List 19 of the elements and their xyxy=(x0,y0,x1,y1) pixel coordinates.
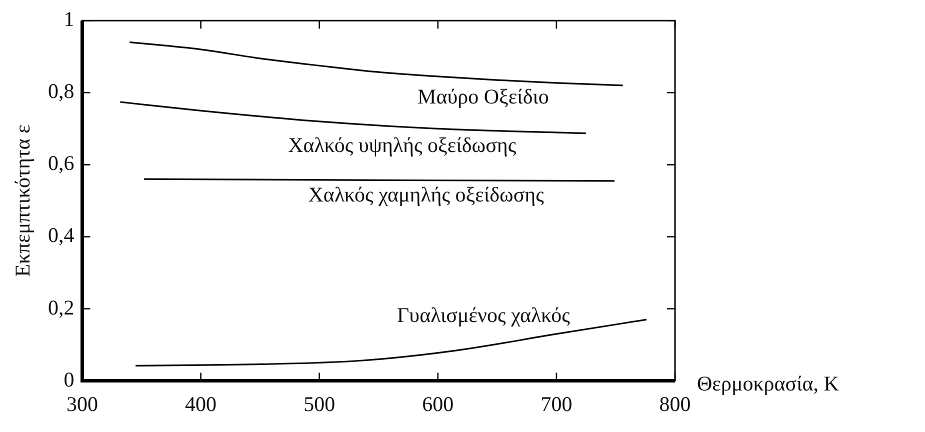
x-tick-label: 600 xyxy=(422,392,454,416)
y-tick-label: 0,4 xyxy=(48,223,75,248)
y-tick-label: 1 xyxy=(64,7,74,32)
x-tick-label: 500 xyxy=(304,392,336,416)
y-tick-label: 0,2 xyxy=(48,295,74,320)
x-axis-title: Θερμοκρασία, K xyxy=(697,371,839,396)
y-tick-label: 0,6 xyxy=(48,151,74,176)
series-label: Γυαλισμένος χαλκός xyxy=(397,302,571,327)
series-label: Χαλκός χαμηλής οξείδωσης xyxy=(308,182,545,207)
x-tick-label: 700 xyxy=(540,392,572,416)
y-tick-label: 0 xyxy=(64,367,74,392)
x-tick-label: 400 xyxy=(185,392,217,416)
y-axis-title: Εκπεμπτικότητα ε xyxy=(10,124,35,277)
x-tick-label: 300 xyxy=(66,392,98,416)
line-series xyxy=(128,41,624,86)
y-tick-label: 0,8 xyxy=(48,79,74,104)
series-label: Μαύρο Οξείδιο xyxy=(418,84,549,109)
x-tick-label: 800 xyxy=(659,392,691,416)
series-label: Χαλκός υψηλής οξείδωσης xyxy=(288,133,517,158)
